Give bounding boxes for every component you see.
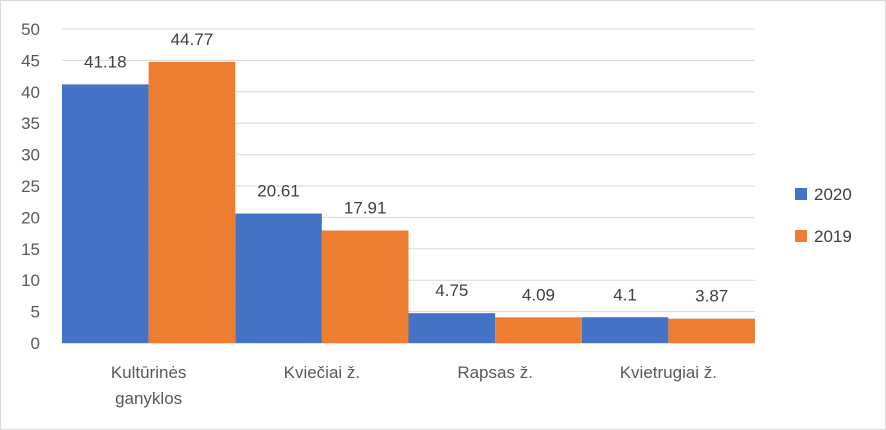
y-tick-label: 25 — [21, 177, 40, 196]
bar-2020-0 — [62, 84, 149, 344]
data-label: 4.09 — [522, 285, 555, 304]
bar-2020-3 — [581, 317, 669, 343]
bar-2019-1 — [321, 230, 409, 343]
legend-label-2019: 2019 — [814, 227, 852, 246]
bar-2019-3 — [668, 318, 755, 343]
y-tick-label: 5 — [31, 303, 40, 322]
data-label: 44.77 — [171, 30, 214, 49]
data-label: 3.87 — [695, 287, 728, 306]
x-axis-categories: Kultūrinės ganyklos Kviečiai ž. Rapsas ž. Kv… — [111, 363, 717, 408]
bar-2020-1 — [235, 213, 322, 343]
y-tick-label: 50 — [21, 20, 40, 39]
y-axis-ticks: 0 5 10 15 20 25 30 35 40 45 50 — [21, 20, 40, 353]
x-category-label: ganyklos — [115, 389, 182, 408]
y-tick-label: 20 — [21, 208, 40, 227]
bar-2019-0 — [148, 61, 236, 344]
data-label: 20.61 — [257, 182, 300, 201]
y-tick-label: 35 — [21, 114, 40, 133]
data-labels: 41.18 20.61 4.75 4.1 44.77 17.91 4.09 3.87 — [84, 30, 728, 306]
y-tick-label: 40 — [21, 83, 40, 102]
x-category-label: Kultūrinės — [111, 363, 187, 382]
legend-label-2020: 2020 — [814, 185, 852, 204]
x-category-label: Kviečiai ž. — [284, 363, 361, 382]
y-tick-label: 15 — [21, 240, 40, 259]
data-label: 41.18 — [84, 52, 127, 71]
legend-swatch-2019 — [795, 230, 807, 242]
y-tick-label: 30 — [21, 146, 40, 165]
y-tick-label: 0 — [31, 334, 40, 353]
legend-swatch-2020 — [795, 188, 807, 200]
x-category-label: Kvietrugiai ž. — [620, 363, 717, 382]
data-label: 4.1 — [613, 285, 637, 304]
bar-2020-2 — [408, 313, 496, 343]
data-label: 17.91 — [344, 199, 387, 218]
data-label: 4.75 — [435, 281, 468, 300]
legend: 2020 2019 — [795, 185, 852, 246]
y-tick-label: 45 — [21, 51, 40, 70]
bars — [62, 61, 755, 344]
x-category-label: Rapsas ž. — [457, 363, 533, 382]
y-tick-label: 10 — [21, 271, 40, 290]
bar-2019-2 — [495, 317, 582, 343]
